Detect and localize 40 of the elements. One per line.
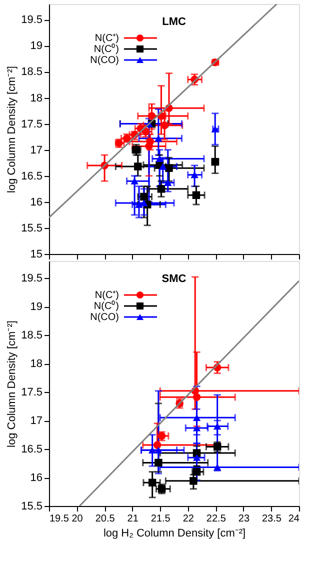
y-axis-title: log Column Density [cm⁻²] bbox=[6, 66, 18, 193]
y-tick-label: 17 bbox=[30, 144, 42, 156]
text: SMC bbox=[162, 273, 186, 285]
y-tick-label: 18 bbox=[30, 92, 42, 104]
y-tick-label: 19.5 bbox=[21, 14, 42, 26]
x-tick-label: 20.5 bbox=[95, 514, 116, 524]
y-tick-label: 15.5 bbox=[21, 500, 42, 512]
x-tick-label: 21.5 bbox=[150, 514, 171, 524]
legend-label: N(CO) bbox=[90, 312, 119, 323]
x-tick-label: 24 bbox=[288, 514, 300, 524]
y-tick-label: 15.5 bbox=[21, 222, 42, 234]
y-tick-label: 19.5 bbox=[21, 272, 42, 285]
y-tick-label: 19 bbox=[30, 301, 42, 314]
text: LMC bbox=[162, 16, 186, 28]
y-tick-label: 18 bbox=[30, 358, 42, 370]
legend-label: N(C⁺) bbox=[94, 33, 119, 44]
y-tick-label: 18.5 bbox=[21, 66, 42, 78]
x-tick-label: 22 bbox=[182, 514, 194, 524]
y-axis-title: log Column Density [cm⁻²] bbox=[6, 320, 18, 448]
y-tick-label: 18.5 bbox=[21, 330, 42, 342]
x-tick-label: 19.5 bbox=[50, 514, 70, 524]
legend-label: N(C⁺) bbox=[94, 290, 119, 301]
legend-label: N(CO) bbox=[90, 55, 119, 66]
y-tick-label: 16.5 bbox=[21, 170, 42, 182]
y-tick-label: 16.5 bbox=[21, 444, 42, 456]
y-tick-label: 17.5 bbox=[21, 118, 42, 130]
x-tick-label: 21 bbox=[127, 514, 139, 524]
legend-label: N(C⁰) bbox=[94, 300, 119, 312]
y-tick-label: 15 bbox=[30, 248, 42, 260]
y-tick-label: 17.5 bbox=[21, 386, 42, 399]
y-tick-label: 17 bbox=[30, 415, 42, 428]
x-tick-label: 23.5 bbox=[262, 514, 282, 524]
x-tick-label: 20 bbox=[72, 514, 84, 524]
y-tick-label: 16 bbox=[30, 472, 42, 484]
x-tick-label: 22.5 bbox=[206, 514, 226, 524]
y-tick-label: 19 bbox=[30, 40, 42, 52]
legend-label: N(C⁰) bbox=[94, 43, 119, 55]
x-tick-label: 23 bbox=[238, 514, 250, 524]
y-tick-label: 16 bbox=[30, 196, 42, 208]
x-axis-title: log H₂ Column Density [cm⁻²] bbox=[103, 528, 246, 540]
